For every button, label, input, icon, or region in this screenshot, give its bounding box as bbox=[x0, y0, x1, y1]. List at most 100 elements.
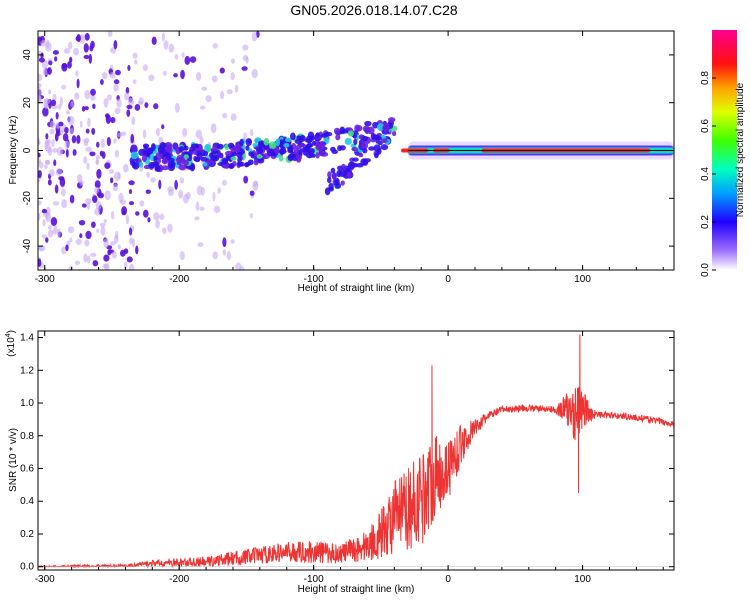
spectrogram-arc-blob bbox=[337, 145, 343, 152]
spectrogram-noise-blob bbox=[47, 67, 52, 75]
spectrogram-arc-blob bbox=[275, 138, 281, 146]
spectrogram-arc-blob bbox=[374, 152, 379, 159]
spectrogram-noise-blob bbox=[76, 34, 81, 43]
spectrogram-noise-blob bbox=[70, 100, 75, 108]
spectrogram-noise-blob bbox=[101, 151, 106, 159]
spectrogram-noise-blob bbox=[113, 79, 120, 85]
spectrogram-arc-blob bbox=[391, 130, 397, 137]
spectrogram-noise-blob bbox=[199, 206, 205, 211]
spectrogram-noise-blob bbox=[249, 190, 255, 196]
spectrogram-noise-blob bbox=[73, 47, 80, 56]
spectrogram-arc-blob bbox=[153, 155, 158, 161]
spectrogram-noise-blob bbox=[174, 54, 179, 60]
spectrogram-arc-blob bbox=[142, 143, 150, 149]
spectrogram-arc-blob bbox=[244, 161, 251, 167]
spectrogram-noise-blob bbox=[42, 107, 49, 117]
spectrogram-arc-blob bbox=[225, 150, 233, 157]
spectrogram-noise-blob bbox=[79, 233, 83, 239]
snr-series-line bbox=[38, 334, 674, 569]
spectrogram-arc-blob bbox=[301, 146, 308, 153]
spectrogram-noise-blob bbox=[61, 246, 67, 255]
spectrogram-arc-blob bbox=[183, 154, 190, 160]
spectrogram-noise-blob bbox=[212, 43, 219, 49]
snr-ytick-label: 1.0 bbox=[20, 398, 34, 409]
spectrogram-noise-blob bbox=[179, 177, 185, 184]
spectrogram-arc-blob bbox=[200, 149, 206, 157]
spectrogram-noise-blob bbox=[158, 136, 164, 144]
spectrogram-arc-blob bbox=[227, 142, 235, 149]
spectrogram-noise-blob bbox=[63, 47, 71, 54]
spectrogram-noise-blob bbox=[61, 199, 68, 209]
spectrogram-noise-blob bbox=[167, 223, 173, 233]
spectrogram-noise-blob bbox=[135, 245, 139, 255]
spectrogram-noise-blob bbox=[253, 180, 259, 187]
spectrogram-noise-blob bbox=[144, 102, 149, 108]
spectrogram-arc-blob bbox=[150, 143, 156, 152]
spectrogram-arc-blob bbox=[183, 159, 189, 166]
spectrogram-noise-blob bbox=[38, 152, 41, 158]
spectrogram-noise-blob bbox=[173, 73, 178, 78]
spectrogram-noise-blob bbox=[94, 180, 101, 189]
snr-scale-exponent: 4 bbox=[5, 333, 12, 337]
spectrogram-noise-blob bbox=[128, 201, 135, 206]
snr-xtick-label: -300 bbox=[35, 574, 55, 585]
spectrogram-noise-blob bbox=[38, 87, 42, 98]
spectrogram-arc-blob bbox=[362, 135, 369, 142]
spectrogram-noise-blob bbox=[95, 201, 102, 210]
spectrogram-arc-blob bbox=[193, 156, 201, 163]
spectrogram-noise-blob bbox=[222, 249, 227, 256]
spectrogram-arc-blob bbox=[266, 148, 275, 157]
spectrogram-noise-blob bbox=[95, 155, 101, 160]
colorbar-label: Normalized spectral amplitude bbox=[735, 82, 746, 217]
spectrogram-arc-blob bbox=[296, 135, 301, 141]
spectrogram-noise-blob bbox=[200, 186, 205, 196]
spectrogram-arc-blob bbox=[375, 135, 380, 144]
snr-ytick-label: 0.4 bbox=[20, 496, 34, 507]
spectrogram-noise-blob bbox=[110, 211, 115, 220]
spectrogram-noise-blob bbox=[194, 216, 200, 221]
spectrogram-noise-blob bbox=[69, 237, 73, 243]
spectrogram-noise-blob bbox=[38, 161, 44, 169]
spectrogram-arc-blob bbox=[315, 151, 320, 159]
spectrogram-arc-blob bbox=[388, 117, 396, 123]
spectrogram-xtick-label: 100 bbox=[574, 274, 591, 285]
spectrogram-noise-blob bbox=[85, 128, 90, 134]
spectrogram-noise-blob bbox=[69, 194, 75, 204]
snr-scale-label: (x104) bbox=[5, 330, 17, 357]
spectrogram-noise-blob bbox=[155, 219, 160, 229]
spectrogram-noise-blob bbox=[103, 218, 107, 224]
spectrogram-noise-blob bbox=[105, 114, 111, 125]
spectrogram-noise-blob bbox=[162, 70, 167, 76]
spectrogram-arc-blob bbox=[382, 124, 390, 133]
spectrogram-noise-blob bbox=[67, 115, 75, 126]
spectrogram-noise-blob bbox=[100, 226, 106, 236]
spectrogram-noise-blob bbox=[55, 167, 63, 176]
spectrogram-arc-blob bbox=[269, 141, 277, 150]
spectrogram-y-label: Frequency (Hz) bbox=[8, 116, 19, 185]
spectrogram-arc-blob bbox=[353, 138, 358, 146]
spectrogram-noise-blob bbox=[84, 239, 90, 247]
spectrogram-noise-blob bbox=[135, 211, 140, 216]
spectrogram-arc-blob bbox=[287, 146, 294, 153]
snr-xtick-label: 100 bbox=[574, 574, 591, 585]
spectrogram-noise-blob bbox=[51, 148, 58, 153]
spectrogram-noise-blob bbox=[61, 62, 68, 72]
spectrogram-noise-blob bbox=[120, 249, 126, 257]
spectrogram-noise-blob bbox=[61, 84, 67, 90]
spectrogram-noise-blob bbox=[46, 138, 51, 146]
spectrogram-noise-blob bbox=[126, 104, 133, 110]
spectrogram-noise-blob bbox=[212, 251, 219, 260]
spectrogram-noise-blob bbox=[95, 158, 100, 165]
spectrogram-noise-blob bbox=[67, 226, 75, 234]
spectrogram-noise-blob bbox=[96, 141, 100, 148]
spectrogram-noise-blob bbox=[38, 158, 42, 164]
spectrogram-noise-blob bbox=[97, 192, 105, 199]
spectrogram-arc-blob bbox=[231, 151, 238, 157]
spectrogram-arc-blob bbox=[245, 145, 250, 151]
spectrogram-xtick-label: 0 bbox=[445, 274, 451, 285]
spectrogram-noise-blob bbox=[74, 260, 81, 266]
spectrogram-noise-blob bbox=[249, 212, 253, 219]
spectrogram-arc-blob bbox=[165, 152, 172, 161]
spectrogram-arc-blob bbox=[358, 153, 364, 158]
spectrogram-arc-blob bbox=[341, 129, 349, 134]
